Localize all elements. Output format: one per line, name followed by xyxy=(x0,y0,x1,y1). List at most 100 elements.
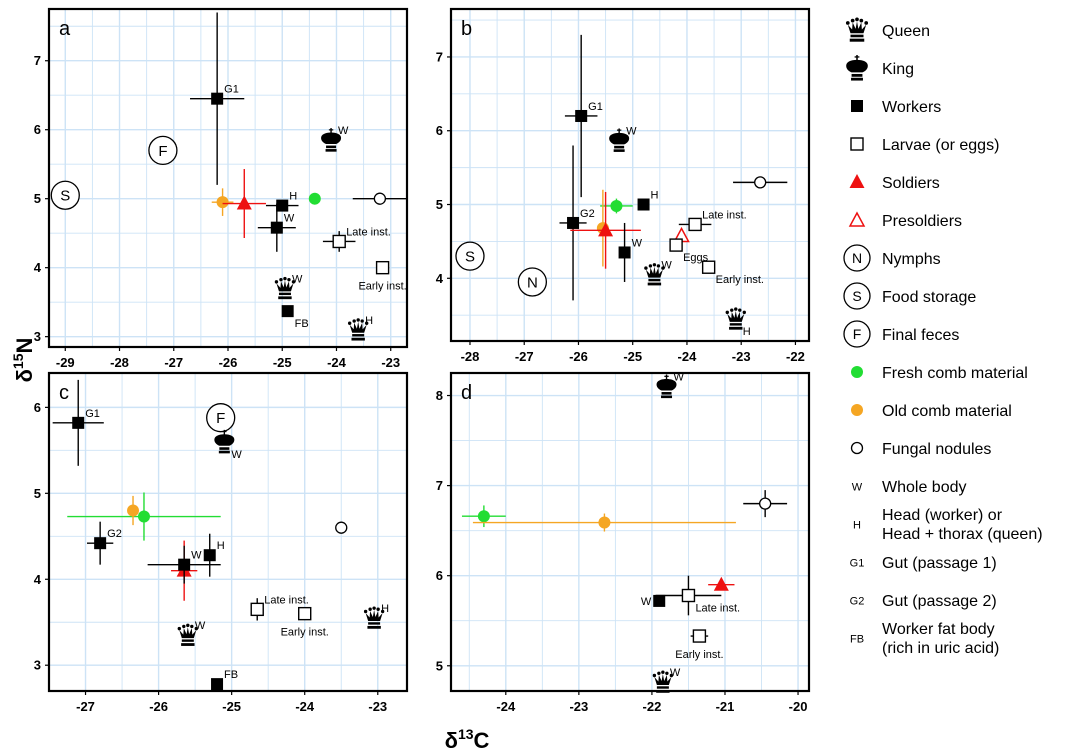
legend-square-filled xyxy=(851,100,863,112)
x-tick-label: -22 xyxy=(643,699,662,714)
legend-circle-letter: F xyxy=(853,326,862,342)
x-tick-label: -23 xyxy=(368,699,387,714)
data-label: H xyxy=(365,315,373,327)
y-tick-label: 6 xyxy=(436,568,443,583)
data-label: Late inst. xyxy=(264,594,309,606)
legend-king-icon xyxy=(846,55,868,81)
legend-circle-letter: S xyxy=(852,288,861,304)
legend-label: Presoldiers xyxy=(882,213,962,230)
data-point-dot-orange xyxy=(598,516,611,529)
data-point-circle-open xyxy=(754,176,767,189)
data-point-circle-open xyxy=(759,497,772,510)
y-axis-title: δ15N xyxy=(10,338,37,383)
data-point-circle-label-text: F xyxy=(158,143,167,160)
legend-abbr: G1 xyxy=(850,558,865,570)
data-point-square-filled xyxy=(94,537,107,550)
legend-label: Fresh comb material xyxy=(882,365,1028,382)
data-label: W xyxy=(670,667,681,679)
plot-frame xyxy=(449,7,811,343)
y-tick-label: 7 xyxy=(436,49,443,64)
y-tick-label: 6 xyxy=(34,400,41,415)
x-tick-label: -24 xyxy=(678,349,698,364)
legend-queen-icon xyxy=(845,17,869,42)
legend-label: Old comb material xyxy=(882,403,1012,420)
data-label: W xyxy=(195,620,206,632)
x-tick-label: -25 xyxy=(273,355,292,370)
data-point-square-filled xyxy=(178,558,191,571)
data-label: FB xyxy=(224,669,238,681)
y-tick-label: 4 xyxy=(34,260,42,275)
x-tick-label: -26 xyxy=(219,355,238,370)
data-label: W xyxy=(661,260,672,272)
data-point-square-filled xyxy=(211,92,224,105)
data-label: Late inst. xyxy=(346,226,391,238)
panel-c: -27 -26 -25 -24 -23 3 4 5 6 G1 F W G2 H W Late inst. Ear… xyxy=(34,371,409,714)
data-label: W xyxy=(191,550,202,562)
y-tick-label: 3 xyxy=(34,329,41,344)
x-tick-label: -23 xyxy=(569,699,588,714)
data-point-circle-label-text: S xyxy=(60,188,70,205)
data-point-circle-label xyxy=(148,135,178,166)
plot-background xyxy=(451,9,809,341)
data-point-circle-label-text: F xyxy=(216,410,225,427)
x-tick-label: -27 xyxy=(515,349,534,364)
data-label: Late inst. xyxy=(695,603,740,615)
data-label: H xyxy=(289,191,297,203)
x-tick-label: -28 xyxy=(461,349,480,364)
x-tick-label: -28 xyxy=(110,355,129,370)
data-label: Early inst. xyxy=(358,281,406,293)
data-label: H xyxy=(651,190,659,202)
y-tick-label: 5 xyxy=(34,191,41,206)
legend-label: Soldiers xyxy=(882,175,940,192)
data-point-square-filled xyxy=(653,594,666,607)
data-point-circle-label xyxy=(455,241,485,271)
y-tick-label: 8 xyxy=(436,388,443,403)
legend-label: Whole body xyxy=(882,479,967,496)
data-point-dot-orange xyxy=(127,504,140,517)
x-tick-label: -24 xyxy=(496,699,516,714)
data-point-square-open xyxy=(332,234,346,249)
plot-frame xyxy=(47,7,409,349)
plot-frame xyxy=(449,371,811,693)
legend-label: Queen xyxy=(882,23,930,40)
x-tick-label: -25 xyxy=(222,699,241,714)
data-point-square-filled xyxy=(575,109,588,122)
data-label: W xyxy=(626,125,637,137)
y-tick-label: 6 xyxy=(436,123,443,138)
data-point-square-filled xyxy=(637,198,650,211)
legend-label: Gut (passage 2) xyxy=(882,593,997,610)
x-tick-label: -25 xyxy=(623,349,642,364)
data-label: G2 xyxy=(580,208,595,220)
data-point-triangle-filled xyxy=(598,222,614,237)
panel-b: -28 -27 -26 -25 -24 -23 -22 4 5 6 7 S N G1 W H G2 W Late i… xyxy=(436,7,811,364)
legend-circle-letter: N xyxy=(852,250,862,266)
legend-label: King xyxy=(882,61,914,78)
data-point-triangle-filled xyxy=(713,576,729,591)
legend-label: Gut (passage 1) xyxy=(882,555,997,572)
legend-label: Nymphs xyxy=(882,251,941,268)
x-tick-label: -27 xyxy=(164,355,183,370)
legend-circle-F xyxy=(843,320,871,348)
legend-square-open xyxy=(850,137,864,151)
data-label: Early inst. xyxy=(281,627,329,639)
legend: Queen King Workers Larvae (or eggs) Soldiers… xyxy=(843,17,1043,657)
data-label: W xyxy=(641,596,652,608)
legend-abbr: H xyxy=(853,520,861,532)
y-tick-label: 5 xyxy=(436,197,443,212)
legend-abbr: W xyxy=(852,482,863,494)
data-label: G1 xyxy=(85,408,100,420)
data-label: G2 xyxy=(107,528,122,540)
data-point-square-open xyxy=(701,260,716,274)
legend-dot-orange xyxy=(851,404,863,416)
data-label: G1 xyxy=(588,101,603,113)
data-label: W xyxy=(231,449,242,461)
data-label: H xyxy=(743,326,751,338)
data-point-square-open xyxy=(692,629,707,643)
data-point-circle-open xyxy=(373,192,387,205)
legend-label: Worker fat body xyxy=(882,621,995,638)
legend-triangle-filled xyxy=(849,174,865,188)
y-tick-label: 4 xyxy=(34,572,42,587)
y-tick-label: 5 xyxy=(34,486,41,501)
